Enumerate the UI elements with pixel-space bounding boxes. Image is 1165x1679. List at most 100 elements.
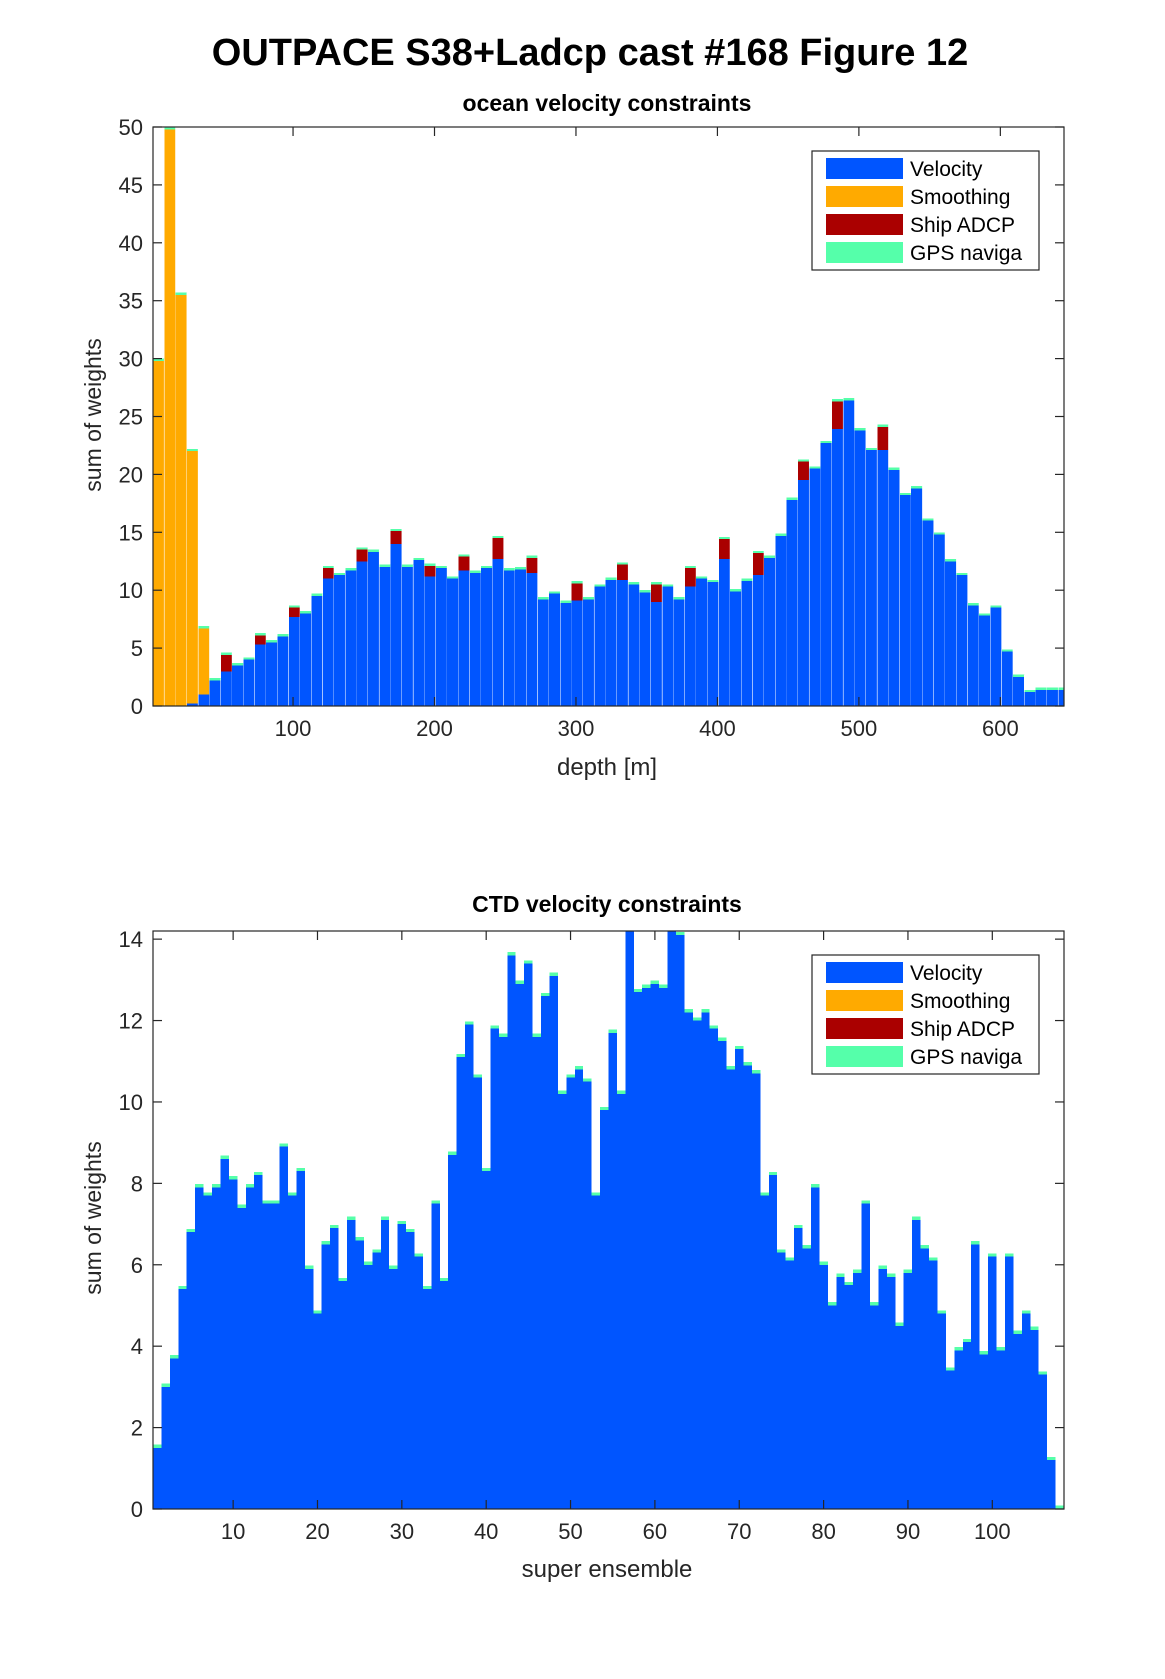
bar-velocity-37 — [456, 1057, 466, 1509]
bar-velocity-78 — [802, 1248, 811, 1509]
bar-velocity-53 — [591, 1195, 601, 1509]
bar-gps-naviga-52 — [730, 589, 742, 592]
bar-velocity-49 — [557, 1093, 567, 1509]
y-tick-label: 10 — [119, 578, 143, 603]
bar-gps-naviga-27 — [447, 576, 459, 579]
bar-gps-naviga-90 — [903, 1269, 913, 1273]
bar-velocity-33 — [515, 569, 527, 706]
bar-velocity-57 — [625, 931, 634, 1509]
bar-gps-naviga-73 — [760, 1192, 769, 1196]
bar-gps-naviga-57 — [786, 497, 799, 500]
bar-ship-adcp-45 — [650, 584, 663, 602]
bar-velocity-22 — [330, 1228, 339, 1509]
legend-swatch-ship-adcp — [826, 214, 903, 235]
bar-gps-naviga-29 — [389, 1265, 398, 1269]
bar-velocity-70 — [933, 534, 946, 706]
bar-velocity-68 — [718, 1040, 727, 1509]
bar-velocity-67 — [899, 495, 912, 706]
bar-velocity-12 — [245, 1187, 255, 1509]
bar-gps-naviga-63 — [854, 428, 866, 431]
bar-velocity-14 — [300, 613, 312, 706]
bar-gps-naviga-46 — [532, 1033, 542, 1037]
bar-velocity-30 — [481, 568, 493, 706]
bar-gps-naviga-79 — [1035, 687, 1048, 690]
bar-gps-naviga-9 — [243, 657, 255, 660]
bar-velocity-58 — [798, 480, 810, 706]
bar-gps-naviga-11 — [266, 639, 278, 643]
bar-gps-naviga-24 — [413, 557, 425, 561]
bar-gps-naviga-89 — [895, 1322, 904, 1326]
bar-gps-naviga-50 — [707, 579, 719, 583]
bar-gps-naviga-50 — [566, 1074, 575, 1078]
bar-velocity-9 — [243, 659, 255, 706]
bar-gps-naviga-10 — [228, 1176, 238, 1180]
bar-velocity-73 — [967, 605, 980, 706]
bar-gps-naviga-76 — [785, 1257, 795, 1261]
legend-label: Velocity — [910, 962, 983, 985]
y-tick-label: 30 — [119, 347, 143, 372]
x-tick-label: 100 — [974, 1519, 1011, 1544]
bar-gps-naviga-2 — [161, 1383, 170, 1387]
bar-gps-naviga-44 — [639, 590, 651, 593]
bar-velocity-60 — [820, 443, 833, 706]
bar-gps-naviga-17 — [334, 572, 346, 576]
bar-gps-naviga-36 — [448, 1151, 457, 1155]
bar-velocity-16 — [322, 578, 335, 706]
bar-velocity-14 — [262, 1203, 272, 1509]
bar-gps-naviga-8 — [232, 663, 244, 666]
bar-velocity-76 — [785, 1260, 795, 1509]
bar-velocity-62 — [843, 400, 855, 706]
bar-gps-naviga-13 — [288, 605, 301, 608]
y-tick-label: 45 — [119, 173, 143, 198]
bar-gps-naviga-49 — [696, 576, 708, 579]
bar-gps-naviga-45 — [524, 960, 533, 964]
bar-gps-naviga-95 — [945, 1367, 955, 1371]
bar-velocity-25 — [424, 576, 436, 706]
x-tick-label: 90 — [896, 1519, 920, 1544]
bar-gps-naviga-25 — [355, 1237, 364, 1241]
bar-velocity-70 — [735, 1049, 744, 1509]
bar-velocity-72 — [956, 575, 968, 706]
y-tick-label: 40 — [119, 231, 143, 256]
bar-velocity-65 — [692, 1020, 702, 1509]
bar-velocity-31 — [406, 1232, 415, 1509]
bar-velocity-53 — [741, 580, 753, 706]
bar-velocity-44 — [515, 983, 525, 1509]
legend-swatch-velocity — [826, 962, 903, 983]
bar-gps-naviga-48 — [549, 972, 558, 976]
bar-velocity-68 — [911, 488, 923, 706]
bar-ship-adcp-54 — [752, 553, 765, 576]
bar-gps-naviga-36 — [549, 591, 561, 594]
bar-velocity-58 — [633, 992, 643, 1509]
bar-velocity-6 — [195, 1187, 204, 1509]
bar-gps-naviga-18 — [296, 1167, 305, 1172]
bar-gps-naviga-39 — [473, 1074, 482, 1078]
bar-velocity-45 — [524, 963, 533, 1509]
bar-velocity-50 — [707, 582, 719, 706]
bar-velocity-86 — [869, 1305, 879, 1509]
bar-velocity-102 — [1004, 1256, 1014, 1509]
bar-gps-naviga-78 — [802, 1245, 811, 1249]
bar-velocity-77 — [794, 1228, 803, 1509]
bar-velocity-32 — [414, 1256, 423, 1509]
bar-gps-naviga-92 — [920, 1245, 930, 1249]
bar-gps-naviga-3 — [175, 292, 187, 295]
bar-velocity-65 — [877, 450, 889, 706]
bar-gps-naviga-19 — [356, 547, 369, 550]
bar-velocity-16 — [279, 1146, 288, 1509]
bar-velocity-75 — [990, 607, 1002, 706]
x-tick-label: 10 — [221, 1519, 245, 1544]
bar-gps-naviga-42 — [616, 562, 629, 565]
bar-gps-naviga-104 — [1021, 1310, 1031, 1314]
legend-swatch-velocity — [826, 158, 903, 179]
bar-gps-naviga-33 — [422, 1285, 432, 1290]
bar-velocity-90 — [903, 1272, 913, 1509]
bar-gps-naviga-108 — [1055, 1505, 1064, 1509]
bar-velocity-66 — [888, 469, 900, 706]
bar-gps-naviga-21 — [379, 564, 391, 568]
bar-gps-naviga-5 — [186, 1228, 196, 1233]
bar-velocity-13 — [254, 1175, 263, 1509]
bar-velocity-46 — [532, 1036, 542, 1509]
bar-gps-naviga-65 — [692, 1017, 702, 1021]
bar-gps-naviga-67 — [899, 492, 912, 496]
